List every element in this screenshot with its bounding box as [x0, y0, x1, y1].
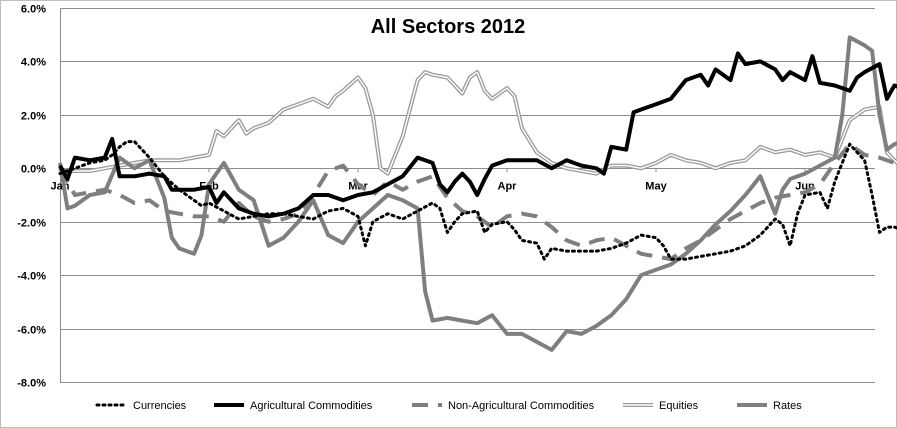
y-tick-label: 6.0%: [21, 4, 46, 16]
x-tick-label: Apr: [498, 180, 518, 192]
series-lines: [58, 35, 897, 352]
series-line-rates: [58, 35, 897, 352]
y-tick-label: -2.0%: [17, 218, 46, 230]
legend-label-currencies: Currencies: [133, 400, 187, 412]
x-tick-label: May: [645, 180, 667, 192]
y-tick-label: 2.0%: [21, 111, 46, 123]
y-tick-label: -4.0%: [17, 271, 46, 283]
legend-label-non-agricultural-commodities: Non-Agricultural Commodities: [448, 400, 595, 412]
gridlines: [60, 8, 875, 383]
legend-label-equities: Equities: [659, 400, 699, 412]
y-tick-label: 0.0%: [21, 164, 46, 176]
legend: Currencies Agricultural Commodities Non-Ag…: [95, 400, 802, 412]
series-line-agricultural-commodities: [58, 51, 897, 219]
y-tick-label: -6.0%: [17, 325, 46, 337]
y-tick-label: -8.0%: [17, 378, 46, 390]
y-tick-label: 4.0%: [21, 57, 46, 69]
chart-title: All Sectors 2012: [371, 16, 526, 38]
y-axis-ticks: 6.0% 4.0% 2.0% 0.0% -2.0% -4.0% -6.0% -8.0%: [17, 4, 46, 390]
legend-label-agricultural-commodities: Agricultural Commodities: [250, 400, 373, 412]
series-line-currencies: [58, 140, 897, 261]
legend-label-rates: Rates: [773, 400, 802, 412]
series-line-non-agricultural-commodities: [58, 142, 897, 262]
series-line-equities-inner: [60, 71, 897, 175]
